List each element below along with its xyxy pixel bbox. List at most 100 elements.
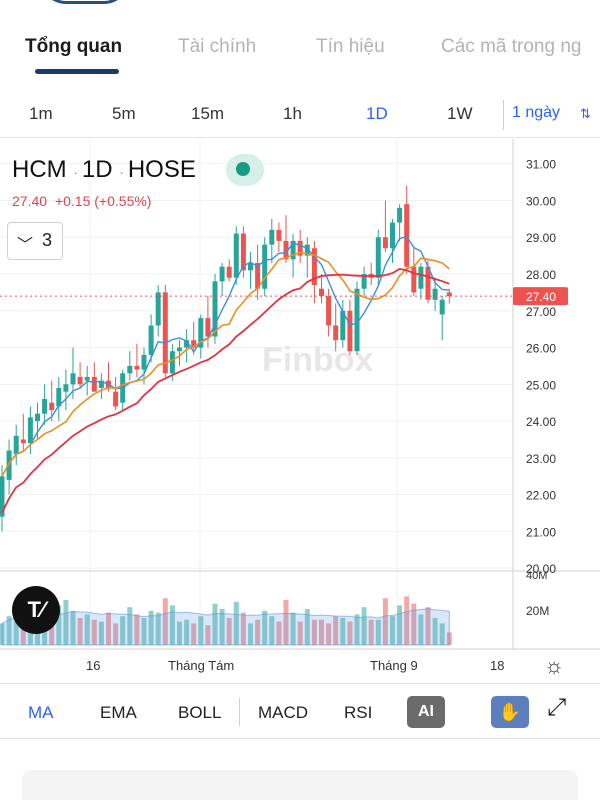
candle-body: [255, 262, 261, 289]
tradingview-logo[interactable]: T⁄: [12, 586, 60, 634]
indicator-ema[interactable]: EMA: [100, 703, 137, 722]
chevron-down-icon: ﹀: [17, 237, 34, 254]
candle-body: [233, 233, 239, 278]
active-tab-indicator: [35, 69, 119, 74]
candle-body: [198, 318, 204, 348]
volume-tick-label: 20M: [526, 604, 549, 618]
ticker: HCM: [12, 156, 67, 183]
candle-body: [439, 299, 445, 315]
volume-bar: [63, 600, 69, 645]
candle-body: [375, 237, 381, 278]
candle-body: [404, 204, 410, 267]
candle-body: [177, 347, 182, 352]
current-price-label: 27.40: [526, 290, 556, 304]
interval: 1D: [81, 156, 113, 183]
chevron-updown-icon[interactable]: ⇅: [580, 106, 591, 121]
candle-body: [63, 384, 69, 392]
volume-bar: [162, 598, 168, 645]
volume-bar: [49, 614, 55, 645]
candlestick-chart[interactable]: Finbox31.0030.0029.0028.0027.0026.0025.0…: [0, 139, 600, 681]
volume-bar: [255, 619, 261, 645]
volume-bar: [361, 607, 367, 645]
volume-bar: [212, 603, 218, 645]
volume-bar: [290, 612, 296, 645]
candle-body: [219, 266, 225, 282]
volume-bar: [191, 623, 197, 645]
volume-bar: [13, 612, 19, 645]
volume-bar: [177, 621, 182, 645]
candle-body: [340, 310, 346, 341]
ma-mid-line: [1, 251, 450, 477]
candle-body: [248, 262, 253, 271]
candle-body: [446, 292, 452, 297]
volume-bar: [248, 623, 253, 645]
volume-bar: [404, 596, 410, 645]
indicator-rsi[interactable]: RSI: [344, 703, 373, 722]
candle-body: [148, 325, 154, 355]
expand-icon[interactable]: ⤢: [547, 694, 567, 721]
volume-ma-area: [1, 608, 450, 646]
volume-bar: [141, 618, 147, 645]
tab-financials[interactable]: Tài chính: [178, 36, 257, 57]
timeframe-1h[interactable]: 1h: [283, 104, 302, 123]
volume-bar: [127, 607, 133, 645]
candle-body: [0, 476, 5, 517]
candle-body: [13, 435, 19, 455]
y-tick-label: 30.00: [526, 194, 556, 208]
volume-bar: [233, 601, 239, 645]
y-tick-label: 29.00: [526, 231, 556, 245]
candle-body: [169, 351, 175, 374]
candle-body: [262, 244, 268, 289]
volume-bar: [106, 612, 111, 645]
candle-body: [212, 281, 218, 337]
candle-body: [418, 266, 424, 289]
price-chart[interactable]: Finbox 31.00 30.00 29.00 28.00 27.00 26.00 25.0…: [0, 139, 600, 681]
ai-button[interactable]: AI: [407, 696, 445, 728]
candle-body: [390, 222, 395, 249]
tab-industry-stocks[interactable]: Các mã trong ng: [441, 36, 582, 57]
candle-body: [276, 229, 282, 241]
indicator-ma[interactable]: MA: [28, 703, 54, 722]
timeframe-1m[interactable]: 1m: [29, 104, 53, 123]
candle-body: [113, 391, 119, 407]
volume-bar: [219, 609, 225, 645]
indicator-bar: MA EMA BOLL MACD RSI AI ✋ ⤢: [0, 683, 600, 739]
indicator-macd[interactable]: MACD: [258, 703, 309, 722]
range-select[interactable]: 1 ngày: [512, 104, 561, 121]
volume-bar: [333, 616, 339, 645]
timeframe-bar: 1m 5m 15m 1h 1D 1W 1 ngày ⇅: [0, 92, 600, 138]
candle-body: [91, 376, 97, 392]
timeframe-1d[interactable]: 1D: [366, 104, 388, 123]
volume-bar: [113, 623, 119, 645]
hand-icon[interactable]: ✋: [491, 696, 529, 728]
volume-bar: [354, 614, 360, 645]
candle-body: [27, 417, 33, 444]
y-tick-label: 23.00: [526, 452, 556, 466]
y-tick-label: 27.00: [526, 305, 556, 319]
timeframe-5m[interactable]: 5m: [112, 104, 136, 123]
gear-icon[interactable]: ☼: [544, 653, 565, 678]
volume-bar: [326, 623, 332, 645]
volume-bar: [411, 603, 417, 645]
volume-bar: [425, 607, 431, 645]
volume-bar: [155, 612, 161, 645]
timeframe-15m[interactable]: 15m: [191, 104, 225, 123]
volume-bar: [240, 612, 246, 645]
indicator-divider: [239, 698, 240, 726]
candle-body: [361, 274, 367, 289]
y-tick-label: 22.00: [526, 489, 556, 503]
candle-body: [42, 399, 48, 414]
y-tick-label: 21.00: [526, 525, 556, 539]
tab-overview[interactable]: Tổng quan: [25, 36, 123, 57]
volume-bar: [91, 619, 97, 645]
volume-bar: [98, 621, 104, 645]
candle-body: [382, 237, 388, 249]
indicator-legend-toggle[interactable]: ﹀ 3: [7, 222, 63, 260]
volume-bar: [169, 605, 175, 645]
indicator-boll[interactable]: BOLL: [178, 703, 222, 722]
timeframe-1w[interactable]: 1W: [447, 104, 473, 123]
tab-signals[interactable]: Tín hiệu: [316, 36, 385, 57]
candle-body: [397, 207, 403, 223]
candle-body: [297, 240, 303, 256]
main-tabs: Tổng quan Tài chính Tín hiệu Các mã tron…: [0, 30, 600, 76]
